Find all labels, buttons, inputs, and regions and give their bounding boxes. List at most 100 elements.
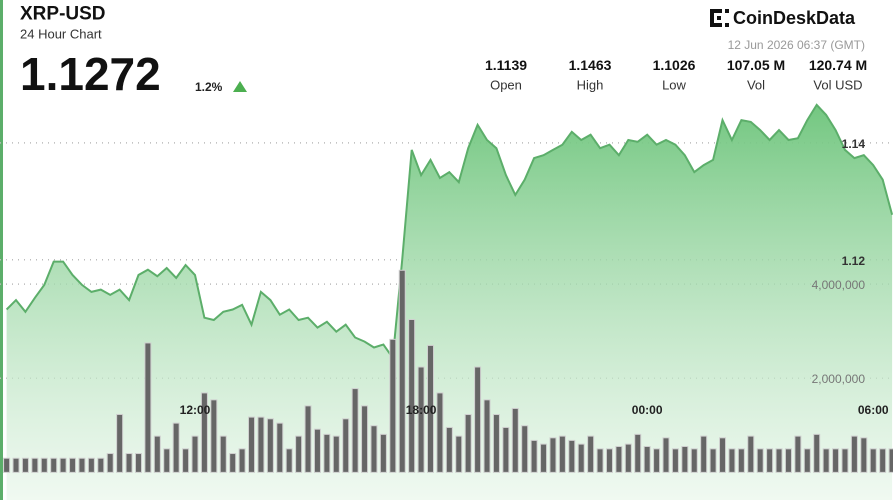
volume-bar	[370, 425, 378, 473]
volume-bar	[445, 426, 453, 473]
volume-bar	[248, 416, 256, 473]
volume-bar	[31, 457, 39, 473]
volume-bar	[624, 443, 632, 473]
y-tick-label: 1.12	[842, 254, 866, 268]
logo-icon	[710, 9, 714, 27]
volume-bar	[182, 448, 190, 473]
volume-bar	[116, 413, 124, 473]
volume-bar	[464, 414, 472, 473]
volume-bar	[775, 448, 783, 473]
chart-title: XRP-USD	[20, 4, 106, 25]
volume-bar	[153, 435, 161, 473]
stat-value: 1.1463	[569, 57, 612, 73]
volume-bar	[587, 435, 595, 473]
volume-bar	[379, 433, 387, 473]
logo-icon	[714, 23, 722, 27]
volume-bar	[313, 428, 321, 473]
volume-bar	[69, 457, 77, 473]
volume-bar	[59, 457, 67, 473]
volume-bar	[568, 439, 576, 473]
volume-bar	[257, 416, 265, 473]
price-area	[6, 104, 893, 500]
volume-bar	[238, 448, 246, 473]
accent-border	[0, 0, 3, 500]
volume-bar	[719, 437, 727, 473]
volume-bar	[521, 425, 529, 473]
volume-bar	[483, 399, 491, 473]
volume-bar	[766, 448, 774, 473]
volume-bar	[134, 453, 142, 473]
volume-bar	[417, 366, 425, 473]
x-tick-label: 06:00	[858, 403, 889, 417]
volume-bar	[577, 443, 585, 473]
up-arrow	[233, 81, 247, 92]
volume-bar	[106, 453, 114, 473]
volume-bar	[737, 448, 745, 473]
volume-bar	[822, 448, 830, 473]
volume-bar	[474, 366, 482, 473]
volume-bar	[332, 435, 340, 473]
volume-bar	[596, 448, 604, 473]
volume-bar	[803, 448, 811, 473]
volume-bar	[615, 445, 623, 473]
volume-bar	[427, 344, 434, 473]
volume-bar	[276, 422, 284, 473]
volume-bar	[511, 407, 519, 473]
volume-bar	[323, 433, 331, 473]
volume-bar	[97, 457, 105, 473]
volume-bar	[530, 439, 538, 473]
volume-bar	[144, 342, 152, 473]
volume-bar	[229, 453, 237, 473]
volume-bar	[728, 448, 736, 473]
volume-bar	[351, 388, 359, 473]
stat-label: Low	[662, 78, 686, 93]
axis-labels: 1.12 1.14 4,000,000 2,000,000 12:00 18:00 00:0…	[180, 137, 889, 417]
stat-label: Vol USD	[813, 78, 862, 93]
timestamp: 12 Jun 2026 06:37 (GMT)	[728, 38, 865, 52]
price-line	[5, 103, 893, 361]
volume-bar	[492, 414, 500, 473]
volume-bar	[605, 448, 613, 473]
volume-bar	[219, 435, 227, 473]
volume-bar	[163, 448, 171, 473]
volume-bar	[342, 418, 350, 473]
volume-bar	[12, 457, 20, 473]
volume-bar	[436, 392, 444, 473]
y-tick-label: 1.14	[842, 137, 866, 151]
stat-value: 1.1026	[653, 57, 696, 73]
logo-icon	[717, 16, 721, 20]
stat-value: 120.74 M	[809, 57, 867, 73]
volume-bar	[549, 437, 557, 473]
volume-bar	[361, 405, 369, 473]
volume-bar	[398, 269, 406, 473]
volume-bar	[794, 435, 802, 473]
volume-bar	[860, 437, 868, 473]
volume-bar	[295, 435, 303, 473]
logo: CoinDeskData	[710, 8, 856, 28]
volume-bar	[540, 443, 548, 473]
volume-bar	[634, 433, 642, 473]
current-price: 1.1272	[20, 48, 161, 100]
volume-bar	[784, 448, 792, 473]
volume-bar	[888, 448, 893, 473]
volume-bar	[21, 457, 29, 473]
logo-icon	[725, 9, 729, 13]
stat-label: Vol	[747, 78, 765, 93]
stat-value: 107.05 M	[727, 57, 785, 73]
volume-bar	[50, 457, 58, 473]
volume-bar	[455, 435, 463, 473]
logo-icon	[714, 9, 722, 13]
volume-bar	[558, 435, 566, 473]
volume-bar	[850, 435, 858, 473]
volume-bar	[200, 392, 208, 473]
volume-bar	[709, 448, 717, 473]
volume-bar	[841, 448, 849, 473]
volume-bar	[700, 435, 708, 473]
volume-bar	[266, 418, 274, 473]
x-tick-label: 12:00	[180, 403, 211, 417]
volume-bar	[3, 457, 11, 473]
stats: 1.1139 Open 1.1463 High 1.1026 Low 107.05 M Vol…	[485, 57, 867, 93]
stat-value: 1.1139	[485, 57, 527, 73]
volume-bar	[172, 422, 180, 473]
